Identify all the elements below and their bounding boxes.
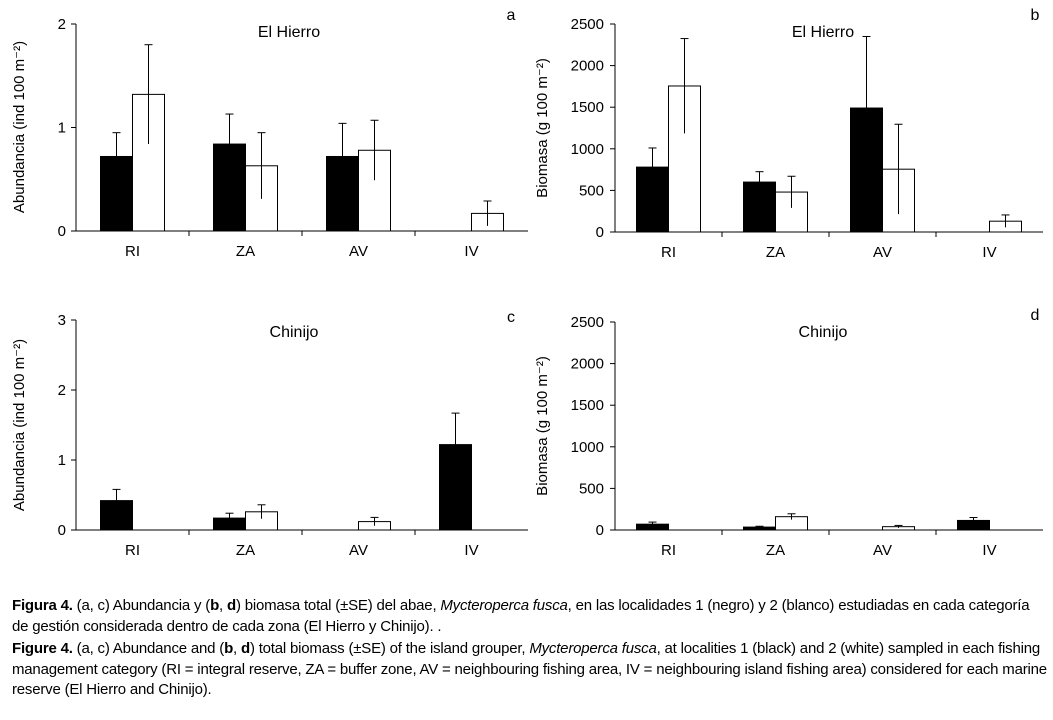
panel-letter: d — [1031, 307, 1040, 324]
y-tick-label: 1000 — [571, 141, 604, 158]
x-tick-label: AV — [873, 244, 892, 261]
caption-es-species: Mycteroperca fusca — [440, 597, 568, 614]
y-tick-label: 500 — [579, 182, 604, 199]
x-tick-label: ZA — [236, 542, 255, 559]
chart-title: Chinijo — [270, 324, 319, 341]
x-tick-label: IV — [982, 244, 996, 261]
chart-panel-a: 0 1 2 RI ZA AV IV El Hierro a Abundancia (ind 100… — [11, 7, 528, 260]
panel-letter: b — [1031, 7, 1040, 24]
y-tick-label: 1 — [58, 120, 66, 137]
x-tick-label: RI — [125, 243, 140, 260]
y-tick-label: 0 — [596, 522, 604, 539]
x-tick-label: AV — [349, 542, 368, 559]
y-tick-label: 1500 — [571, 99, 604, 116]
x-tick-label: RI — [661, 542, 676, 559]
y-axis-label: Biomasa (g 100 m⁻²) — [534, 58, 551, 198]
x-tick-label: AV — [873, 542, 892, 559]
x-tick-label: IV — [464, 243, 478, 260]
y-tick-label: 0 — [58, 522, 66, 539]
figure-4: 0 1 2 RI ZA AV IV El Hierro a Abundancia (ind 100… — [11, 7, 1043, 559]
x-tick-label: RI — [661, 244, 676, 261]
panel-letter: a — [507, 7, 516, 24]
chart-title: Chinijo — [799, 324, 848, 341]
y-axis-label: Abundancia (ind 100 m⁻²) — [11, 339, 28, 511]
chart-title: El Hierro — [258, 24, 320, 41]
y-tick-label: 500 — [579, 480, 604, 497]
chart-panel-b: 0 500 1000 1500 2000 2500 RI ZA AV IV El Hierro b Bi… — [534, 7, 1043, 261]
chart-panel-d: 0 500 1000 1500 2000 2500 RI ZA AV IV Chinijo d Biom… — [534, 307, 1043, 559]
y-axis-label: Abundancia (ind 100 m⁻²) — [11, 41, 28, 213]
y-tick-label: 2 — [58, 16, 66, 33]
x-tick-label: IV — [464, 542, 478, 559]
y-tick-label: 1500 — [571, 397, 604, 414]
x-tick-label: RI — [125, 542, 140, 559]
caption-en-label: Figure 4. — [12, 640, 73, 657]
caption-es-label: Figura 4. — [12, 597, 73, 614]
x-tick-label: ZA — [236, 243, 255, 260]
panel-letter: c — [507, 309, 515, 326]
caption-en-species: Mycteroperca fusca — [529, 640, 657, 657]
x-tick-label: IV — [982, 542, 996, 559]
caption-english: Figure 4. (a, c) Abundance and (b, d) to… — [12, 640, 1047, 698]
y-tick-label: 2500 — [571, 314, 604, 331]
y-tick-label: 2500 — [571, 16, 604, 33]
y-tick-label: 1 — [58, 452, 66, 469]
chart-title: El Hierro — [792, 24, 854, 41]
y-tick-label: 1000 — [571, 439, 604, 456]
x-tick-label: ZA — [766, 244, 785, 261]
bar-locality-2 — [775, 191, 808, 233]
y-tick-label: 3 — [58, 312, 66, 329]
y-tick-label: 2000 — [571, 356, 604, 373]
y-tick-label: 0 — [596, 224, 604, 241]
caption-spanish: Figura 4. (a, c) Abundancia y (b, d) bio… — [12, 597, 1030, 635]
x-tick-label: ZA — [766, 542, 785, 559]
chart-panel-c: 0 1 2 3 RI ZA AV IV Chinijo c Abundancia (ind 100 … — [11, 309, 528, 559]
y-tick-label: 2 — [58, 382, 66, 399]
y-tick-label: 2000 — [571, 58, 604, 75]
y-tick-label: 0 — [58, 223, 66, 240]
x-tick-label: AV — [349, 243, 368, 260]
y-axis-label: Biomasa (g 100 m⁻²) — [534, 356, 551, 496]
figure-caption: Figura 4. (a, c) Abundancia y (b, d) bio… — [12, 596, 1047, 701]
